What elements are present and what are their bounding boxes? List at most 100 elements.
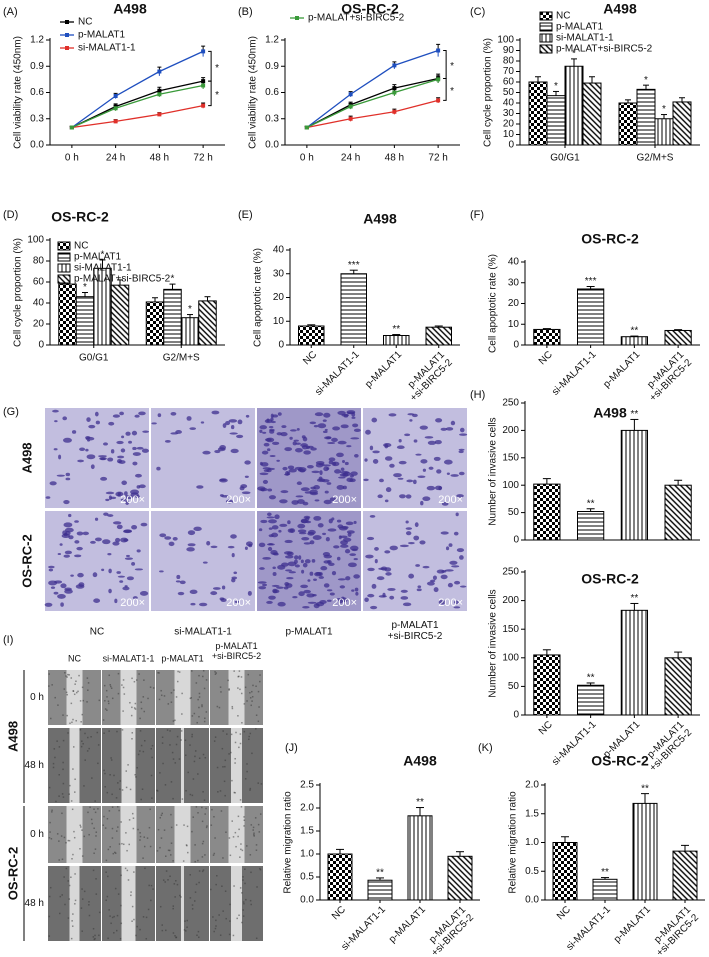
texture: [151, 744, 154, 747]
texture: [228, 837, 231, 839]
texture: [226, 733, 228, 735]
line: [306, 78, 439, 129]
significance: *: [171, 274, 175, 285]
cell: [126, 576, 134, 581]
cell: [271, 584, 280, 587]
cell: [339, 535, 348, 539]
texture: [215, 672, 217, 674]
texture: [206, 825, 208, 827]
texture: [81, 930, 84, 932]
texture: [112, 852, 115, 855]
legend-swatch: [539, 44, 553, 54]
y-tick-label: 0.3: [265, 113, 279, 124]
chart-title: A498: [403, 753, 437, 769]
texture: [182, 860, 185, 862]
cell: [108, 568, 112, 574]
texture: [119, 780, 122, 782]
cell: [310, 486, 316, 490]
texture: [67, 917, 70, 919]
significance: *: [644, 75, 648, 86]
cell: [86, 417, 91, 422]
texture: [106, 895, 109, 898]
texture: [69, 784, 71, 787]
bracket: [443, 50, 447, 79]
texture: [202, 675, 204, 678]
cell: [261, 450, 269, 455]
texture: [62, 796, 65, 798]
texture: [180, 730, 183, 732]
cell: [112, 414, 120, 418]
cell: [231, 576, 238, 580]
texture: [57, 704, 59, 706]
texture: [81, 888, 83, 890]
texture: [74, 791, 76, 793]
texture: [186, 825, 189, 828]
cell: [327, 441, 336, 444]
chart-title: OS-RC-2: [51, 209, 109, 225]
cell: [196, 485, 204, 489]
cell: [282, 466, 288, 471]
texture: [163, 695, 166, 697]
cell: [459, 433, 468, 436]
texture: [106, 791, 109, 794]
texture: [258, 831, 261, 833]
texture: [53, 748, 56, 750]
texture: [63, 688, 66, 690]
texture: [92, 936, 95, 938]
cell: [402, 602, 412, 607]
cell: [234, 600, 240, 604]
cell: [307, 529, 316, 535]
texture: [259, 867, 261, 870]
texture: [257, 720, 260, 723]
cell: [61, 533, 71, 539]
texture: [132, 817, 135, 819]
cell: [75, 584, 85, 589]
texture: [170, 842, 173, 844]
cell: [63, 500, 70, 505]
cell: [302, 562, 308, 568]
cell: [138, 411, 146, 416]
cell: [267, 512, 272, 517]
cell: [311, 470, 320, 474]
y-axis-label: Relative migration ratio: [508, 791, 519, 894]
cell: [300, 443, 308, 448]
texture: [152, 888, 154, 890]
x-tick-label: si-MALAT1-1: [550, 349, 599, 398]
cell: [220, 598, 227, 603]
cell: [222, 423, 227, 428]
cell: [266, 516, 275, 519]
texture: [83, 785, 85, 787]
texture: [211, 808, 213, 811]
texture: [203, 687, 206, 690]
x-tick-label: 24 h: [106, 153, 125, 164]
cell: [48, 565, 55, 569]
cell: [314, 412, 324, 417]
cell: [230, 448, 239, 454]
texture: [243, 819, 246, 821]
texture: [74, 778, 76, 781]
cell: [272, 552, 279, 555]
y-tick-label: 1.2: [30, 35, 44, 46]
wound-gap: [174, 806, 191, 863]
cell: [441, 502, 449, 506]
chart-title: A498: [603, 1, 637, 17]
chart-title: OS-RC-2: [591, 753, 649, 769]
texture: [219, 934, 222, 936]
time-label: 48 h: [25, 898, 44, 909]
texture: [194, 891, 197, 893]
texture: [127, 879, 130, 881]
texture: [241, 849, 244, 852]
cell: [388, 413, 397, 417]
texture: [107, 875, 109, 878]
texture: [118, 809, 120, 812]
texture: [222, 730, 224, 732]
panel-label: (F): [470, 209, 484, 221]
cell: [60, 602, 64, 607]
cell: [367, 593, 375, 598]
texture: [234, 757, 236, 760]
texture: [118, 843, 121, 845]
texture: [48, 685, 50, 687]
y-tick-label: 0.5: [525, 866, 539, 877]
texture: [172, 758, 175, 760]
texture: [91, 777, 93, 779]
